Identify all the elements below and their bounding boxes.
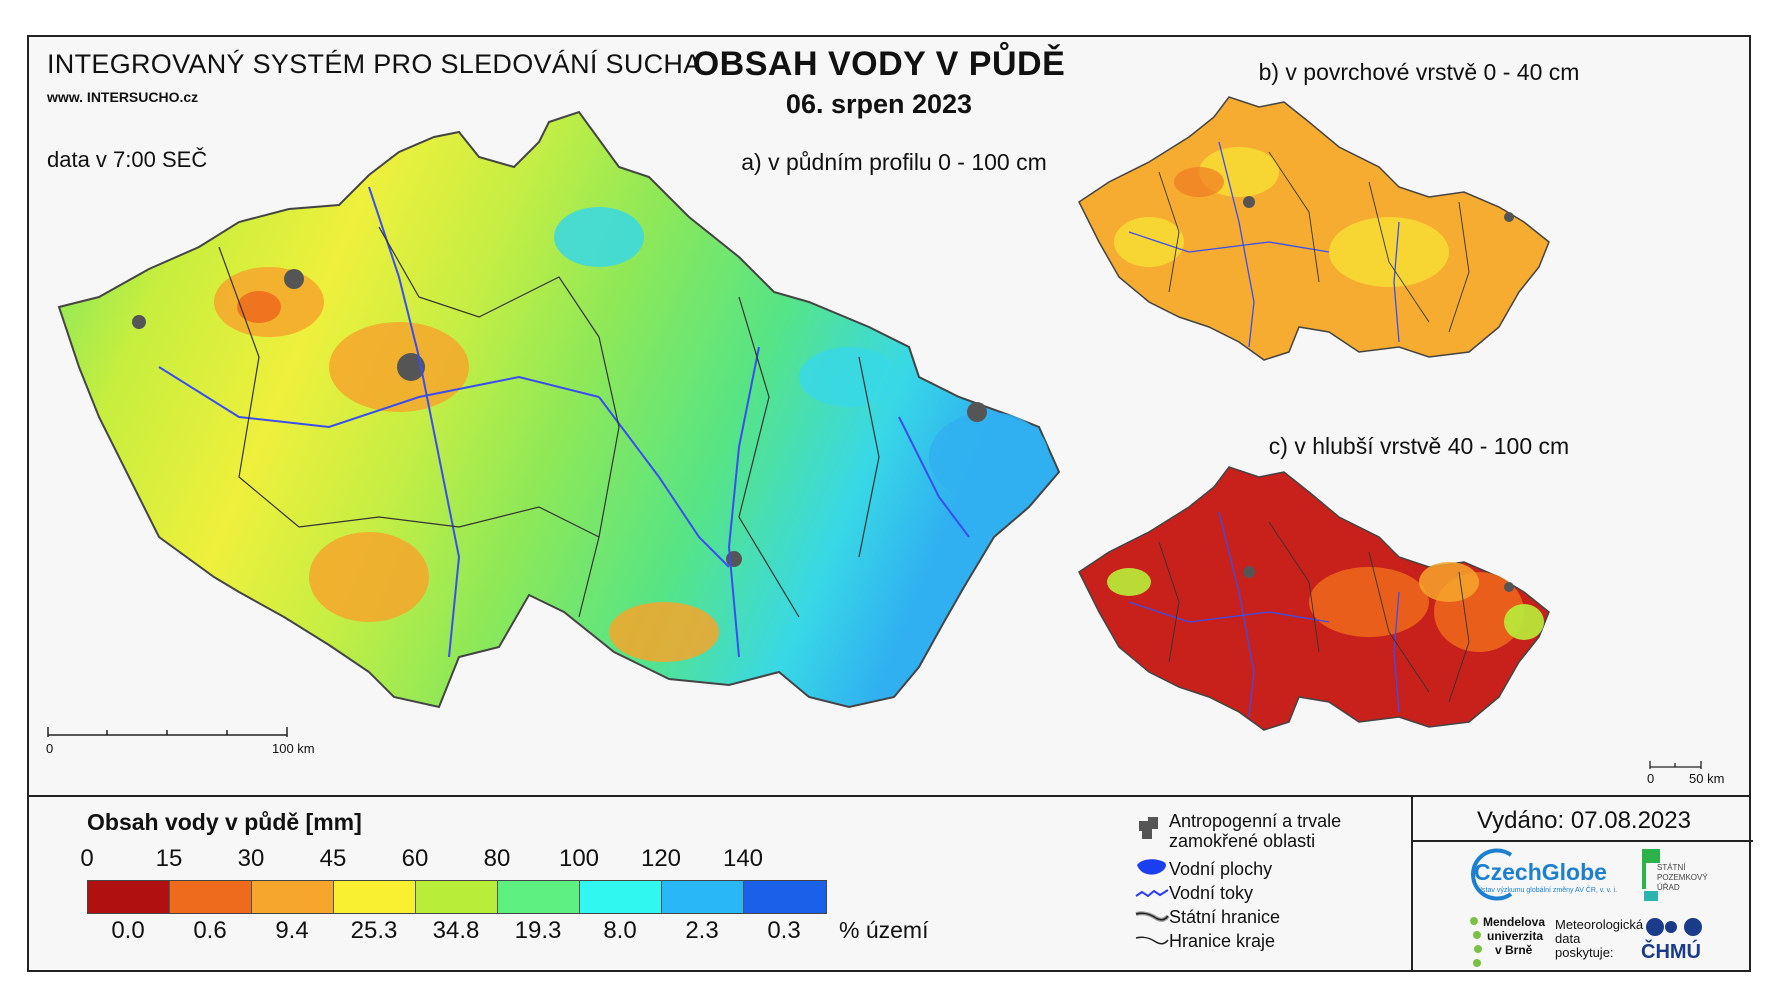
map-a-full-profile — [57, 110, 1061, 709]
map-a-regions — [214, 207, 1049, 662]
legend-percent-unit: % území — [839, 917, 929, 943]
legend-percentage: 0.0 — [111, 917, 145, 944]
legend-swatch — [416, 881, 498, 913]
spu-logo-line-1: STÁTNÍ — [1657, 863, 1686, 872]
legend-swatch — [334, 881, 416, 913]
legend-percentage: 9.4 — [275, 917, 309, 944]
legend-color-bar — [87, 880, 827, 914]
mendelu-logo-line-3: v Brně — [1495, 943, 1533, 957]
mendelu-logo-icon — [1470, 917, 1482, 967]
state-border-icon — [1135, 911, 1170, 922]
water-body-icon — [1137, 859, 1167, 875]
spu-logo-line-2: POZEMKOVÝ — [1657, 873, 1708, 882]
mendelu-logo-line-1: Mendelova — [1483, 915, 1546, 929]
legend-tick: 60 — [401, 845, 429, 872]
river-icon — [1135, 889, 1169, 898]
symbol-state-border-label: Státní hranice — [1169, 907, 1281, 927]
legend-percentage: 2.3 — [685, 917, 719, 944]
region-border-icon — [1135, 936, 1169, 945]
symbol-urban-label-2: zamokřené oblasti — [1169, 831, 1316, 851]
legend-tick: 30 — [237, 845, 265, 872]
scale-bar-main — [47, 727, 288, 737]
symbol-water-label: Vodní plochy — [1169, 859, 1273, 879]
legend-swatch — [170, 881, 252, 913]
legend-percentage: 0.3 — [767, 917, 801, 944]
map-frame: INTEGROVANÝ SYSTÉM PRO SLEDOVÁNÍ SUCHA w… — [27, 35, 1753, 972]
symbol-urban-label-1: Antropogenní a trvale — [1169, 811, 1342, 831]
scale-main-start: 0 — [46, 741, 54, 756]
czechglobe-subtitle: Ústav výzkumu globální změny AV ČR, v. v… — [1477, 887, 1618, 894]
map-c-caption: c) v hlubší vrstvě 40 - 100 cm — [1268, 433, 1570, 459]
czechglobe-logo-icon — [1471, 848, 1513, 901]
legend-swatch — [498, 881, 580, 913]
map-a-caption: a) v půdním profilu 0 - 100 cm — [741, 149, 1047, 175]
map-a-region-borders — [218, 226, 880, 618]
map-date: 06. srpen 2023 — [785, 89, 973, 119]
symbol-region-border-label: Hranice kraje — [1169, 931, 1276, 951]
spu-logo-line-3: ÚŘAD — [1657, 883, 1680, 892]
legend-tick: 45 — [319, 845, 347, 872]
legend-percentage: 25.3 — [350, 917, 398, 944]
map-b-surface-layer — [1078, 96, 1550, 361]
legend-percentage: 19.3 — [514, 917, 562, 944]
website-url[interactable]: www. INTERSUCHO.cz — [47, 89, 199, 105]
legend-swatch — [662, 881, 744, 913]
chmu-logo-icon — [1646, 918, 1702, 936]
symbol-river-label: Vodní toky — [1169, 883, 1254, 903]
map-c-deep-layer — [1078, 466, 1550, 731]
scale-main-end: 100 km — [272, 741, 315, 756]
urban-area-icon — [1139, 817, 1158, 839]
legend-swatch — [88, 881, 170, 913]
legend-tick: 100 — [558, 845, 600, 872]
map-a-rivers — [158, 186, 970, 658]
chmu-logo: ČHMÚ — [1641, 941, 1701, 963]
legend-swatch — [580, 881, 662, 913]
legend-percentage: 0.6 — [193, 917, 227, 944]
data-time: data v 7:00 SEČ — [47, 147, 208, 172]
system-title: INTEGROVANÝ SYSTÉM PRO SLEDOVÁNÍ SUCHA — [47, 49, 702, 79]
spu-logo-icon — [1642, 849, 1660, 901]
scale-small-start: 0 — [1647, 771, 1655, 786]
issued-separator — [1413, 840, 1753, 842]
legend-tick: 80 — [483, 845, 511, 872]
legend-tick: 15 — [155, 845, 183, 872]
scale-bar-small — [1649, 761, 1702, 769]
map-b-caption: b) v povrchové vrstvě 0 - 40 cm — [1258, 59, 1580, 85]
scale-small-end: 50 km — [1689, 771, 1725, 786]
main-title: OBSAH VODY V PŮDĚ — [692, 45, 1066, 83]
meteo-data-line-2: data — [1555, 931, 1581, 946]
legend-tick: 0 — [80, 845, 94, 872]
legend-title: Obsah vody v půdě [mm] — [87, 809, 362, 835]
legend-swatch — [744, 881, 826, 913]
czechglobe-logo: CzechGlobe — [1474, 859, 1607, 885]
meteo-data-line-1: Meteorologická — [1555, 917, 1644, 932]
issued-divider — [1411, 795, 1413, 972]
legend-percentage: 34.8 — [432, 917, 480, 944]
legend-tick: 120 — [640, 845, 682, 872]
legend-percentage: 8.0 — [603, 917, 637, 944]
mendelu-logo-line-2: univerzita — [1487, 929, 1544, 943]
meteo-data-line-3: poskytuje: — [1555, 945, 1614, 960]
legend-divider — [29, 795, 1749, 797]
issued-date: Vydáno: 07.08.2023 — [1477, 807, 1691, 834]
legend-tick: 140 — [722, 845, 764, 872]
legend-swatch — [252, 881, 334, 913]
